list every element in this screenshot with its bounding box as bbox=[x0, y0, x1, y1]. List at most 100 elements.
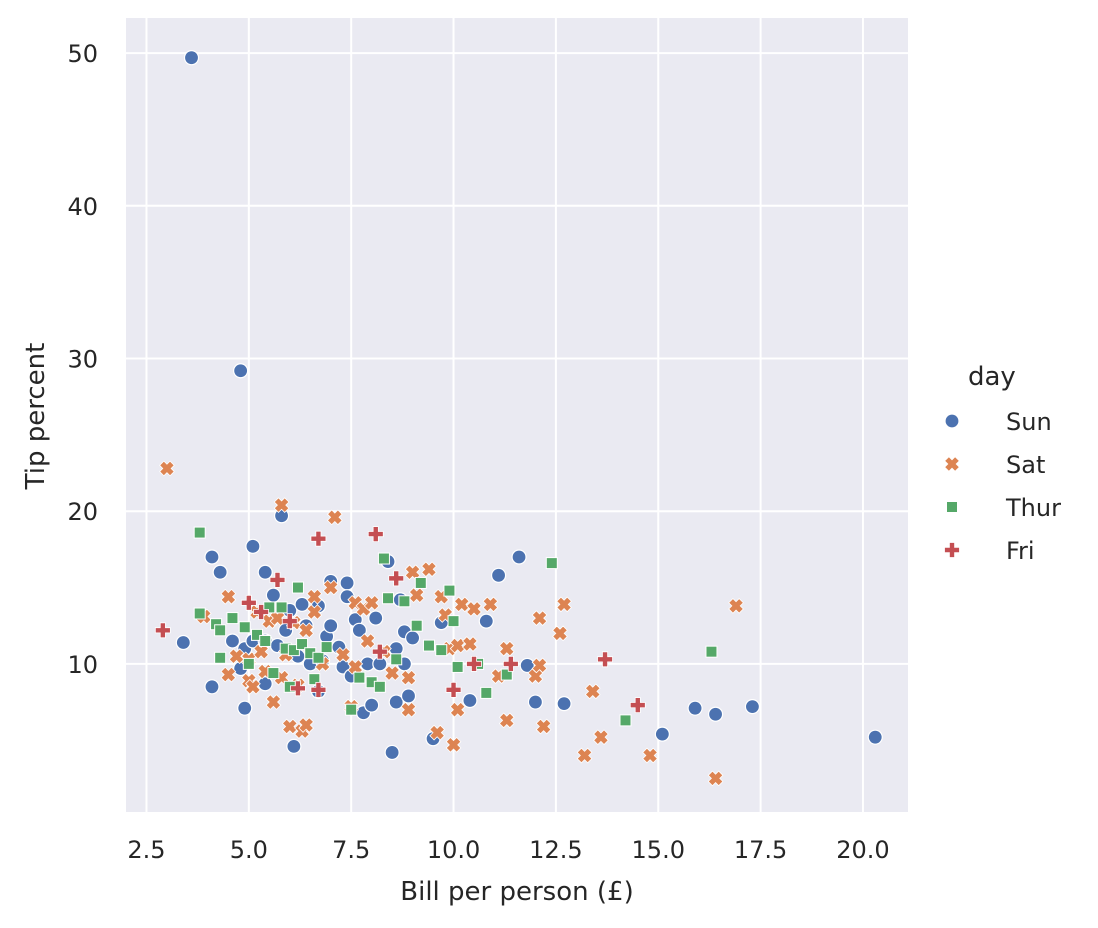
data-point bbox=[422, 639, 435, 652]
data-point bbox=[367, 526, 384, 542]
data-point bbox=[531, 657, 548, 674]
data-point bbox=[245, 538, 261, 554]
data-point bbox=[705, 645, 718, 658]
data-point bbox=[447, 615, 460, 628]
data-point bbox=[449, 701, 466, 718]
data-point bbox=[707, 706, 724, 722]
y-tick-label: 40 bbox=[67, 193, 98, 221]
x-tick-label: 7.5 bbox=[332, 836, 370, 864]
data-point bbox=[253, 604, 270, 620]
y-tick-label: 30 bbox=[67, 346, 98, 374]
data-point bbox=[347, 659, 364, 675]
data-point bbox=[175, 634, 191, 651]
y-axis-label: Tip percent bbox=[21, 343, 51, 491]
x-tick-label: 17.5 bbox=[734, 836, 787, 864]
data-point bbox=[584, 683, 601, 700]
data-point bbox=[257, 564, 273, 580]
data-point bbox=[281, 613, 298, 630]
data-point bbox=[410, 619, 423, 632]
data-point bbox=[445, 736, 462, 753]
data-point bbox=[320, 641, 333, 654]
data-point bbox=[400, 701, 417, 718]
data-point bbox=[273, 497, 290, 513]
data-point bbox=[462, 692, 478, 709]
data-point bbox=[310, 681, 327, 698]
data-point bbox=[421, 561, 437, 578]
x-tick-label: 15.0 bbox=[632, 836, 685, 864]
x-tick-label: 2.5 bbox=[127, 836, 165, 864]
data-point bbox=[728, 597, 744, 614]
data-point bbox=[323, 618, 339, 634]
data-point bbox=[298, 622, 315, 639]
legend-label: Thur bbox=[1005, 494, 1061, 522]
data-point bbox=[214, 624, 227, 637]
data-point bbox=[511, 549, 527, 565]
data-point bbox=[527, 694, 544, 710]
data-point bbox=[204, 549, 220, 565]
data-point bbox=[388, 570, 405, 587]
data-point bbox=[687, 700, 703, 716]
data-point bbox=[214, 651, 227, 664]
data-point bbox=[466, 601, 482, 617]
data-point bbox=[593, 729, 609, 746]
data-point bbox=[193, 526, 206, 539]
data-point bbox=[220, 588, 237, 605]
legend-label: Fri bbox=[1006, 537, 1035, 565]
data-point bbox=[414, 576, 427, 589]
data-point bbox=[597, 651, 613, 668]
data-point bbox=[556, 695, 572, 712]
data-point bbox=[500, 668, 513, 681]
data-point bbox=[306, 588, 323, 605]
data-point bbox=[204, 679, 220, 695]
data-point bbox=[619, 714, 632, 727]
legend-marker bbox=[944, 456, 960, 472]
data-point bbox=[451, 660, 464, 673]
data-point bbox=[384, 744, 400, 761]
data-point bbox=[390, 653, 403, 666]
legend-marker bbox=[946, 501, 958, 513]
data-point bbox=[275, 601, 288, 614]
data-points bbox=[154, 50, 883, 787]
data-point bbox=[744, 699, 761, 715]
data-point bbox=[445, 681, 462, 698]
data-point bbox=[291, 581, 304, 594]
data-point bbox=[462, 636, 478, 652]
data-point bbox=[237, 700, 253, 716]
data-point bbox=[371, 643, 388, 660]
x-axis-ticks: 2.5 5.0 7.5 10.0 12.5 15.0 17.5 20.0 bbox=[127, 836, 889, 864]
data-point bbox=[251, 628, 264, 641]
data-point bbox=[552, 625, 568, 642]
data-point bbox=[654, 726, 670, 742]
legend-marker bbox=[944, 413, 960, 429]
data-point bbox=[193, 607, 206, 620]
legend-item-sun: Sun bbox=[944, 408, 1052, 436]
data-point bbox=[290, 680, 306, 697]
data-point bbox=[265, 587, 281, 603]
data-point bbox=[398, 595, 411, 608]
data-point bbox=[382, 592, 395, 605]
data-point bbox=[312, 651, 325, 664]
data-point bbox=[435, 644, 448, 657]
data-point bbox=[298, 717, 315, 733]
data-point bbox=[377, 552, 390, 565]
data-point bbox=[224, 633, 241, 649]
data-point bbox=[363, 594, 380, 611]
data-point bbox=[429, 724, 446, 741]
data-point bbox=[404, 564, 421, 581]
x-axis-label: Bill per person (£) bbox=[400, 877, 633, 907]
legend-label: Sat bbox=[1006, 451, 1045, 479]
data-point bbox=[294, 596, 310, 612]
data-point bbox=[233, 363, 249, 379]
data-point bbox=[373, 680, 386, 693]
data-point bbox=[238, 621, 251, 634]
legend-title: day bbox=[968, 362, 1016, 392]
data-point bbox=[212, 564, 228, 580]
data-point bbox=[154, 622, 171, 639]
y-tick-label: 20 bbox=[67, 498, 98, 526]
series-thur bbox=[193, 526, 718, 727]
data-point bbox=[545, 557, 558, 570]
legend: day Sun Sat Thur Fri bbox=[944, 362, 1061, 565]
data-point bbox=[159, 460, 175, 477]
x-tick-label: 12.5 bbox=[529, 836, 582, 864]
